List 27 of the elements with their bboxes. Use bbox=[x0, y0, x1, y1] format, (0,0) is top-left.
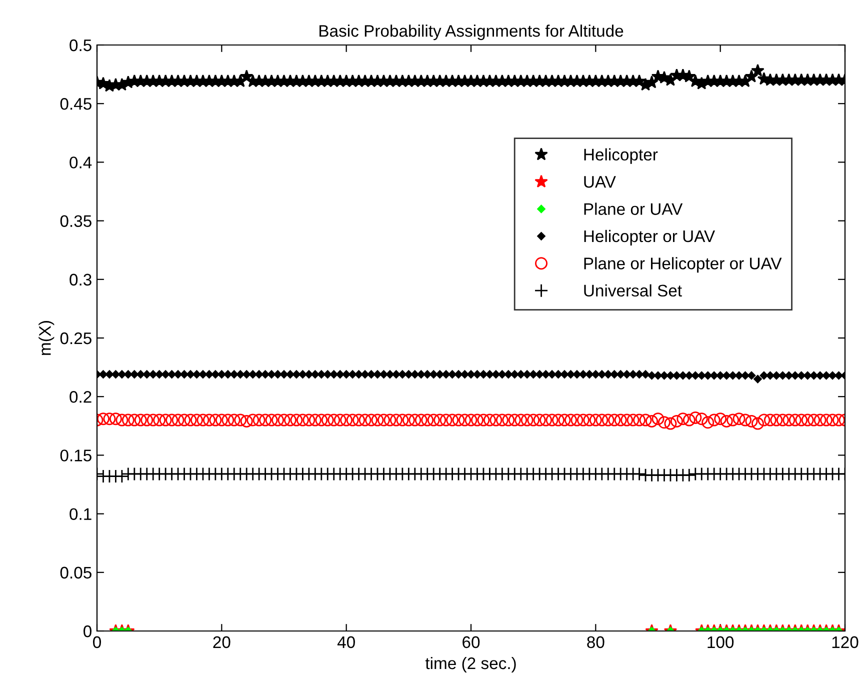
legend-label: Helicopter or UAV bbox=[584, 230, 716, 246]
y-axis-title: m(X) bbox=[38, 320, 54, 355]
legend-label: Plane or Helicopter or UAV bbox=[584, 257, 782, 273]
y-tick-label: 0.45 bbox=[60, 98, 92, 110]
legend-label: Plane or UAV bbox=[584, 202, 683, 215]
x-tick-label: 120 bbox=[832, 636, 858, 648]
y-tick-label: 0.1 bbox=[70, 508, 92, 520]
legend-label: UAV bbox=[584, 176, 616, 188]
y-tick-label: 0.3 bbox=[70, 274, 92, 286]
legend-label: Universal Set bbox=[584, 284, 682, 297]
y-tick-label: 0.25 bbox=[60, 332, 92, 344]
x-axis-title: time (2 sec.) bbox=[425, 656, 516, 672]
y-tick-label: 0.05 bbox=[60, 566, 92, 579]
chart-title: Basic Probability Assignments for Altitude bbox=[320, 24, 624, 40]
legend-label: Helicopter bbox=[584, 148, 658, 164]
x-tick-label: 20 bbox=[213, 636, 230, 648]
y-tick-label: 0.5 bbox=[70, 39, 92, 52]
x-tick-label: 80 bbox=[587, 636, 604, 648]
y-tick-label: 0.2 bbox=[70, 391, 92, 403]
x-tick-label: 100 bbox=[708, 636, 734, 648]
y-tick-label: 0.15 bbox=[60, 450, 92, 462]
y-tick-label: 0.4 bbox=[70, 156, 92, 168]
x-tick-label: 60 bbox=[462, 636, 480, 648]
y-tick-label: 0 bbox=[84, 625, 92, 638]
x-tick-label: 0 bbox=[93, 636, 101, 648]
y-tick-label: 0.35 bbox=[60, 215, 92, 228]
x-tick-label: 40 bbox=[337, 636, 355, 648]
